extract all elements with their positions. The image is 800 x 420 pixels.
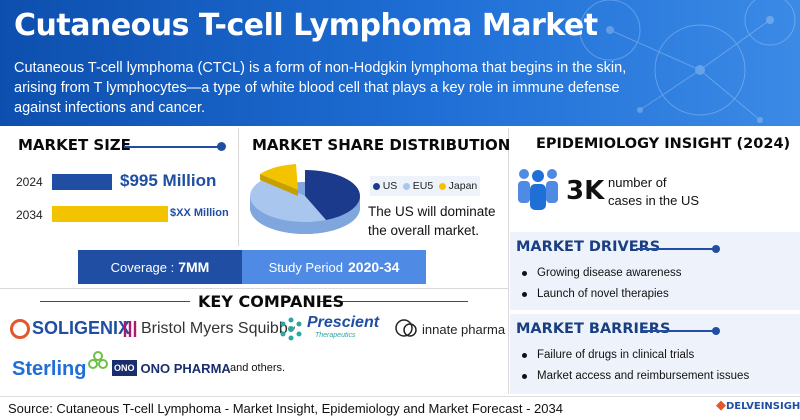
pie-slice-eu5 xyxy=(250,178,326,222)
footer xyxy=(0,396,800,420)
pie-slice-japan xyxy=(260,164,298,190)
drivers-underline xyxy=(636,248,714,250)
share-note: The US will dominate the overall market. xyxy=(368,204,496,238)
epidemiology-number: 3K xyxy=(566,176,605,206)
drivers-panel xyxy=(510,232,800,310)
heading-dot xyxy=(217,142,226,151)
divider xyxy=(40,301,190,302)
drivers-heading: MARKET DRIVERS xyxy=(516,239,661,255)
people-group-icon xyxy=(518,169,558,210)
soligenix-mark-icon xyxy=(10,318,30,339)
network-decoration-icon xyxy=(579,0,796,123)
study-period-value: 2020-34 xyxy=(348,259,400,275)
pie-slice-us xyxy=(305,170,360,220)
list-item: Launch of novel therapies xyxy=(522,288,669,300)
divider xyxy=(0,288,508,289)
barriers-dot xyxy=(712,327,720,335)
description: Cutaneous T-cell lymphoma (CTCL) is a fo… xyxy=(14,60,627,116)
list-item: Market access and reimbursement issues xyxy=(522,370,749,382)
brand-logo: ◆DELVEINSIGHT xyxy=(716,398,800,413)
epidemiology-text: number of cases in the US xyxy=(608,175,700,208)
divider xyxy=(238,128,239,246)
others-note: and others. xyxy=(230,362,286,374)
legend-japan: Japan xyxy=(438,180,477,192)
value-2034: $XX Million xyxy=(170,207,229,219)
brand-mark-icon: ◆ xyxy=(716,398,726,413)
share-heading: MARKET SHARE DISTRIBUTION xyxy=(252,136,511,154)
drivers-dot xyxy=(712,245,720,253)
pie-slice-japan-side xyxy=(260,174,298,196)
prescient-logo: Prescient Therapeutics xyxy=(278,315,379,342)
coverage-box: Coverage : 7MM xyxy=(78,250,242,284)
market-size-heading: MARKET SIZE xyxy=(18,136,131,154)
year-2024: 2024 xyxy=(16,175,43,189)
share-legend: US EU5 Japan xyxy=(370,176,480,196)
bar-2034 xyxy=(52,206,168,222)
barriers-panel xyxy=(510,314,800,394)
bms-mark-icon xyxy=(123,321,137,337)
study-period-label: Study Period xyxy=(268,259,344,275)
sterling-logo: Sterling xyxy=(12,350,109,381)
legend-us: US xyxy=(372,180,397,192)
innate-pharma-logo: innate pharma xyxy=(394,316,505,342)
coverage-value: 7MM xyxy=(178,259,210,275)
bms-logo: Bristol Myers Squibb ™ xyxy=(122,319,296,339)
epidemiology-heading: EPIDEMIOLOGY INSIGHT (2024) xyxy=(536,136,791,152)
ono-mark-icon: ONO xyxy=(112,360,137,376)
share-pie-chart xyxy=(250,164,360,234)
year-2034: 2034 xyxy=(16,208,43,222)
page-title: Cutaneous T-cell Lymphoma Market xyxy=(14,8,598,43)
header-banner: Cutaneous T-cell Lymphoma Market Cutaneo… xyxy=(0,0,800,126)
value-2024: $995 Million xyxy=(120,171,217,190)
key-companies-heading: KEY COMPANIES xyxy=(198,292,345,311)
bar-2024 xyxy=(52,174,112,190)
source-text: Source: Cutaneous T-cell Lymphoma - Mark… xyxy=(8,401,563,416)
sterling-mark-icon xyxy=(88,350,109,369)
barriers-heading: MARKET BARRIERS xyxy=(516,321,671,337)
divider xyxy=(508,128,509,394)
soligenix-logo: SOLIGENIX xyxy=(10,318,130,339)
list-item: Growing disease awareness xyxy=(522,267,681,279)
divider xyxy=(318,301,468,302)
list-item: Failure of drugs in clinical trials xyxy=(522,349,694,361)
heading-underline xyxy=(124,146,220,148)
barriers-underline xyxy=(642,330,714,332)
prescient-mark-icon xyxy=(280,317,302,341)
study-period-box: Study Period 2020-34 xyxy=(242,250,426,284)
coverage-label: Coverage : xyxy=(110,259,175,275)
legend-eu5: EU5 xyxy=(402,180,433,192)
innate-mark-icon xyxy=(395,319,417,337)
ono-pharma-logo: ONO ONO PHARMA xyxy=(112,360,231,376)
